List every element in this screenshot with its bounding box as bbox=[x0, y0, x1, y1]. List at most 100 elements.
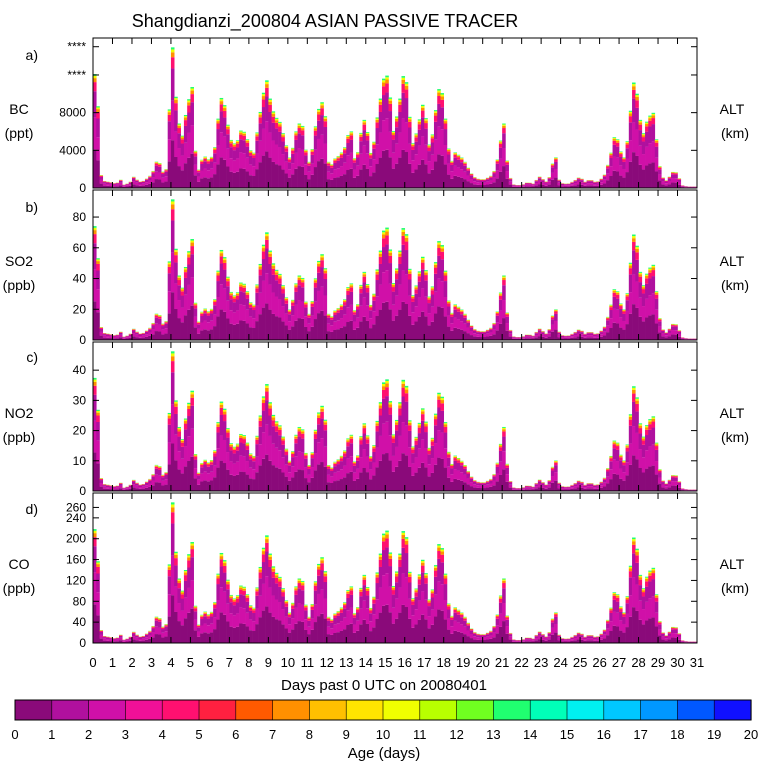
bar-segment bbox=[336, 308, 341, 310]
bar-segment bbox=[317, 138, 321, 162]
bar-segment bbox=[385, 79, 389, 84]
bar bbox=[294, 283, 298, 340]
bar-segment bbox=[219, 401, 224, 403]
bar-segment bbox=[109, 486, 113, 488]
bar-segment bbox=[209, 471, 214, 481]
bar-segment bbox=[641, 137, 646, 142]
bar bbox=[300, 429, 305, 491]
bar-segment bbox=[401, 383, 406, 388]
bar-segment bbox=[518, 337, 522, 339]
bar-segment bbox=[651, 141, 656, 163]
bar-segment bbox=[196, 181, 201, 188]
bar-segment bbox=[443, 424, 448, 427]
bar bbox=[193, 605, 198, 643]
bar-segment bbox=[239, 284, 243, 287]
bar bbox=[128, 484, 133, 491]
bar-segment bbox=[641, 306, 646, 322]
bar bbox=[602, 174, 607, 188]
bar-segment bbox=[372, 445, 376, 446]
bar-segment bbox=[388, 252, 393, 256]
bar-segment bbox=[105, 639, 110, 641]
bar bbox=[330, 467, 334, 491]
bar-segment bbox=[278, 122, 282, 125]
bar-segment bbox=[437, 394, 441, 397]
bar-segment bbox=[505, 161, 509, 162]
bar-segment bbox=[161, 329, 165, 335]
bar-segment bbox=[297, 429, 302, 432]
bar-segment bbox=[395, 421, 399, 423]
bar-segment bbox=[248, 327, 253, 340]
bar-segment bbox=[294, 135, 298, 140]
bar-segment bbox=[362, 467, 367, 491]
bar-segment bbox=[297, 426, 302, 428]
bar-segment bbox=[141, 185, 146, 188]
bar-segment bbox=[388, 97, 393, 99]
bar-segment bbox=[469, 174, 474, 176]
bar-segment bbox=[554, 329, 558, 340]
bar-segment bbox=[382, 120, 386, 151]
bar-segment bbox=[154, 315, 159, 318]
bar-segment bbox=[157, 482, 162, 491]
bar-segment bbox=[378, 251, 383, 254]
bar-segment bbox=[433, 273, 438, 292]
bar-segment bbox=[427, 476, 432, 491]
bar-segment bbox=[424, 316, 428, 340]
bar-segment bbox=[625, 445, 630, 447]
bar-segment bbox=[382, 389, 386, 399]
bar-segment bbox=[440, 96, 445, 100]
bar-segment bbox=[196, 322, 201, 323]
bar-segment bbox=[213, 148, 217, 150]
bar-segment bbox=[300, 280, 305, 283]
bar-segment bbox=[323, 121, 328, 127]
bar bbox=[563, 486, 568, 491]
bar bbox=[427, 296, 432, 340]
bar-segment bbox=[382, 82, 386, 87]
bar-segment bbox=[109, 336, 113, 339]
bar-segment bbox=[307, 171, 311, 180]
bar-segment bbox=[164, 170, 168, 172]
bar-segment bbox=[323, 430, 328, 447]
bar-segment bbox=[502, 429, 506, 432]
bar-segment bbox=[154, 465, 159, 467]
bar-segment bbox=[346, 288, 350, 291]
bar-segment bbox=[573, 183, 578, 186]
bar-segment bbox=[167, 594, 172, 617]
bar-segment bbox=[93, 75, 97, 79]
bar-segment bbox=[664, 183, 669, 186]
bar bbox=[453, 455, 457, 491]
bar-segment bbox=[365, 436, 370, 438]
bar-segment bbox=[417, 129, 422, 146]
bar bbox=[511, 487, 516, 491]
bar-segment bbox=[339, 469, 344, 480]
bar-segment bbox=[313, 280, 318, 283]
bar-segment bbox=[654, 323, 659, 340]
bar-segment bbox=[203, 313, 207, 321]
bar bbox=[372, 293, 376, 340]
bar-segment bbox=[485, 336, 490, 340]
bar-segment bbox=[398, 435, 402, 461]
bar-segment bbox=[589, 183, 594, 186]
bar-segment bbox=[294, 438, 298, 444]
bar-segment bbox=[138, 485, 143, 486]
bar-segment bbox=[612, 322, 617, 340]
bar-segment bbox=[391, 455, 396, 472]
bar-segment bbox=[274, 270, 279, 273]
bar-segment bbox=[268, 253, 272, 257]
bar bbox=[125, 638, 130, 643]
bar-segment bbox=[190, 394, 194, 398]
bar-segment bbox=[628, 464, 633, 491]
bar-segment bbox=[180, 288, 185, 290]
bar bbox=[485, 329, 490, 340]
bar-segment bbox=[453, 309, 457, 318]
bar-segment bbox=[209, 614, 214, 617]
bar-segment bbox=[161, 334, 165, 340]
bar-segment bbox=[135, 483, 139, 486]
bar-segment bbox=[521, 338, 526, 340]
bar-segment bbox=[420, 311, 425, 340]
bar-segment bbox=[102, 636, 107, 638]
bar-segment bbox=[606, 320, 610, 326]
bar-segment bbox=[599, 483, 604, 486]
y-tick-label: 8000 bbox=[59, 106, 86, 120]
bar-segment bbox=[339, 155, 344, 158]
bar-segment bbox=[206, 163, 211, 171]
